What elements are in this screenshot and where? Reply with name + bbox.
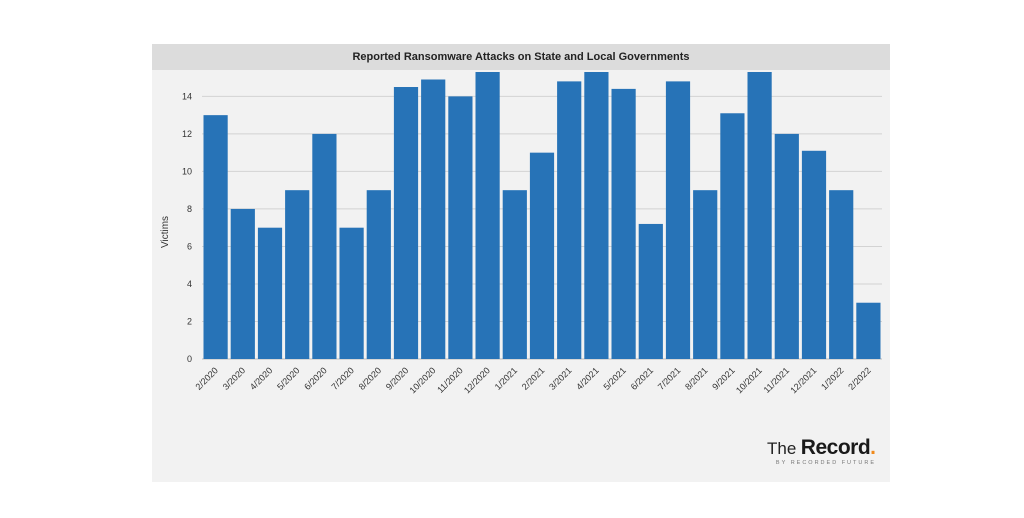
brand-logo: The Record. BY RECORDED FUTURE (767, 437, 876, 466)
chart-card: Reported Ransomware Attacks on State and… (152, 44, 890, 482)
brand-the: The (767, 439, 797, 458)
x-tick-label: 5/2021 (601, 365, 628, 392)
bar (557, 81, 582, 359)
bar (801, 150, 827, 359)
y-axis-ticks: 0 2 4 6 8 10 12 14 (182, 91, 192, 364)
bar (421, 79, 446, 359)
bar (339, 227, 364, 359)
bar (584, 72, 609, 359)
bar (611, 88, 636, 359)
x-tick-label: 1/2021 (493, 365, 520, 392)
bar (502, 190, 527, 359)
chart-title-bar: Reported Ransomware Attacks on State and… (152, 44, 890, 70)
x-tick-label: 5/2020 (275, 365, 302, 392)
x-tick-label: 3/2020 (221, 365, 248, 392)
x-tick-label: 9/2020 (384, 365, 411, 392)
brand-dot: . (870, 436, 876, 459)
x-tick-label: 8/2021 (683, 365, 710, 392)
x-tick-label: 4/2020 (248, 365, 275, 392)
x-tick-label: 2/2022 (846, 365, 873, 392)
bar (829, 190, 854, 359)
x-tick-label: 1/2022 (819, 365, 846, 392)
x-tick-label: 6/2020 (302, 365, 329, 392)
bar (312, 133, 337, 359)
bar (638, 223, 663, 359)
bar (856, 302, 881, 359)
y-tick-label: 8 (187, 204, 192, 214)
bar (257, 227, 283, 359)
bar (693, 190, 718, 359)
y-axis-label: Victims (160, 216, 171, 248)
y-tick-label: 12 (182, 129, 192, 139)
bar (393, 87, 419, 359)
bar (366, 190, 391, 359)
x-tick-label: 6/2021 (629, 365, 656, 392)
y-tick-label: 10 (182, 166, 192, 176)
x-axis-ticks: 2/2020 3/2020 4/2020 5/2020 6/2020 7/2020 8/20… (193, 365, 872, 395)
bar (720, 113, 745, 359)
bar (448, 96, 473, 359)
x-tick-label: 11/2021 (762, 365, 792, 395)
x-tick-label: 10/2021 (734, 365, 764, 395)
x-tick-label: 4/2021 (574, 365, 601, 392)
x-tick-label: 9/2021 (710, 365, 737, 392)
x-tick-label: 10/2020 (408, 365, 438, 395)
bars (203, 72, 881, 359)
x-tick-label: 3/2021 (547, 365, 574, 392)
x-tick-label: 7/2020 (329, 365, 356, 392)
x-tick-label: 2/2021 (520, 365, 547, 392)
y-tick-label: 4 (187, 279, 192, 289)
y-tick-label: 2 (187, 316, 192, 326)
brand-record: Record (800, 436, 871, 459)
bar (285, 190, 310, 359)
bar (529, 152, 555, 359)
x-tick-label: 8/2020 (357, 365, 384, 392)
y-tick-label: 14 (182, 91, 192, 101)
x-tick-label: 7/2021 (656, 365, 683, 392)
x-tick-label: 12/2020 (462, 365, 492, 395)
bar (475, 72, 500, 359)
brand-tagline: BY RECORDED FUTURE (775, 460, 876, 466)
chart-title: Reported Ransomware Attacks on State and… (352, 51, 690, 63)
x-tick-label: 12/2021 (788, 365, 818, 395)
bar (230, 208, 255, 359)
bar (774, 133, 799, 359)
y-tick-label: 6 (187, 241, 192, 251)
bar (203, 115, 228, 359)
x-tick-label: 2/2020 (193, 365, 220, 392)
bar (747, 72, 772, 359)
x-tick-label: 11/2020 (435, 365, 465, 395)
y-tick-label: 0 (187, 354, 192, 364)
bar (665, 81, 691, 359)
